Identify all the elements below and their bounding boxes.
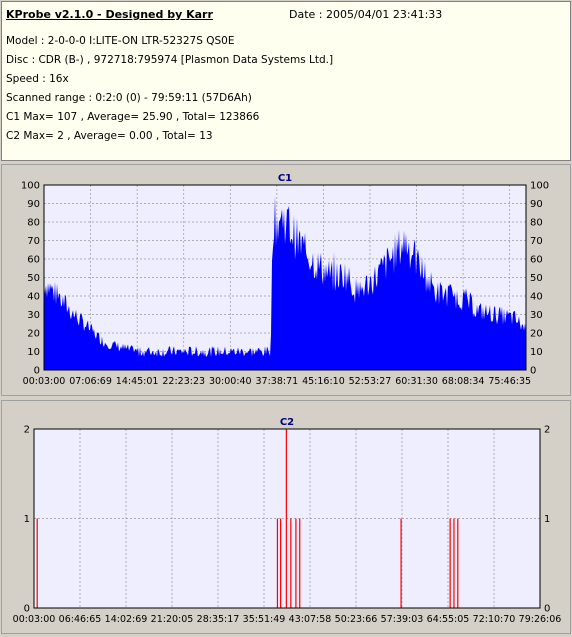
- y-tick-label-right: 40: [530, 292, 543, 303]
- x-tick-label: 21:20:05: [151, 614, 194, 625]
- x-tick-label: 60:31:30: [395, 376, 438, 387]
- y-tick-label-right: 70: [530, 236, 543, 247]
- c1-series-area: [44, 195, 526, 370]
- x-tick-label: 35:51:49: [243, 614, 286, 625]
- app-title: KProbe v2.1.0 - Designed by Karr: [6, 8, 213, 21]
- y-tick-label-right: 2: [544, 425, 550, 436]
- c1-summary: C1 Max= 107 , Average= 25.90 , Total= 12…: [6, 111, 260, 123]
- y-tick-label-right: 60: [530, 255, 543, 266]
- x-tick-label: 07:06:69: [69, 376, 112, 387]
- y-tick-label-left: 1: [24, 514, 30, 525]
- plot-border: [43, 184, 527, 371]
- c2-chart: C2 0 0 1 1 2 2 00:03:00 06:46:65 14:02:69 21:20:05…: [13, 417, 562, 625]
- x-tick-label: 06:46:65: [59, 614, 102, 625]
- x-tick-label: 50:23:66: [335, 614, 378, 625]
- y-tick-label-right: 90: [530, 199, 543, 210]
- y-tick-label-left: 20: [27, 329, 40, 340]
- c2-chart-panel: C2 0 0 1 1 2 2 00:03:00 06:46:65 14:02:69 21:20:05…: [1, 400, 571, 634]
- y-tick-label-right: 0: [530, 366, 536, 377]
- y-tick-label-right: 30: [530, 310, 543, 321]
- x-tick-label: 14:02:69: [105, 614, 148, 625]
- x-tick-label: 64:55:05: [427, 614, 470, 625]
- x-tick-label: 52:53:27: [349, 376, 392, 387]
- x-tick-label: 28:35:17: [197, 614, 240, 625]
- x-tick-label: 75:46:35: [488, 376, 531, 387]
- chart-title: C2: [280, 417, 294, 428]
- y-tick-label-left: 0: [34, 366, 40, 377]
- scan-speed: Speed : 16x: [6, 73, 69, 85]
- x-tick-label: 72:10:70: [473, 614, 516, 625]
- y-tick-label-right: 100: [530, 181, 549, 192]
- y-tick-label-left: 30: [27, 310, 40, 321]
- drive-model: Model : 2-0-0-0 I:LITE-ON LTR-52327S QS0…: [6, 35, 235, 47]
- y-tick-label-right: 20: [530, 329, 543, 340]
- x-tick-label: 30:00:40: [209, 376, 252, 387]
- y-tick-label-left: 2: [24, 425, 30, 436]
- chart-title: C1: [278, 173, 292, 184]
- x-tick-label: 68:08:34: [442, 376, 485, 387]
- x-tick-label: 22:23:23: [162, 376, 205, 387]
- c1-chart: C1 0 0 10 10 20 20 30 30 40 40 50 50 60 60 70 70 80 80 90 90…: [21, 173, 549, 387]
- y-tick-label-right: 80: [530, 218, 543, 229]
- c2-summary: C2 Max= 2 , Average= 0.00 , Total= 13: [6, 130, 213, 142]
- y-tick-label-left: 80: [27, 218, 40, 229]
- y-tick-label-left: 40: [27, 292, 40, 303]
- y-tick-label-left: 70: [27, 236, 40, 247]
- x-tick-label: 37:38:71: [256, 376, 299, 387]
- x-tick-label: 45:16:10: [302, 376, 345, 387]
- c1-chart-panel: C1 0 0 10 10 20 20 30 30 40 40 50 50 60 60 70 70 80 80 90 90…: [1, 164, 571, 396]
- y-tick-label-right: 0: [544, 604, 550, 615]
- plot-border: [33, 428, 541, 609]
- y-tick-label-right: 10: [530, 347, 543, 358]
- x-tick-label: 79:26:06: [519, 614, 562, 625]
- disc-info-panel: KProbe v2.1.0 - Designed by Karr Date : …: [1, 1, 571, 161]
- y-tick-label-left: 100: [21, 181, 40, 192]
- x-tick-label: 14:45:01: [116, 376, 159, 387]
- x-tick-label: 43:07:58: [289, 614, 332, 625]
- y-tick-label-left: 60: [27, 255, 40, 266]
- y-tick-label-left: 0: [24, 604, 30, 615]
- y-tick-label-right: 50: [530, 273, 543, 284]
- y-tick-label-left: 10: [27, 347, 40, 358]
- x-tick-label: 00:03:00: [23, 376, 66, 387]
- y-tick-label-right: 1: [544, 514, 550, 525]
- scan-date: Date : 2005/04/01 23:41:33: [289, 8, 443, 21]
- x-tick-label: 57:39:03: [381, 614, 424, 625]
- scanned-range: Scanned range : 0:2:0 (0) - 79:59:11 (57…: [6, 92, 252, 104]
- y-tick-label-left: 90: [27, 199, 40, 210]
- y-tick-label-left: 50: [27, 273, 40, 284]
- x-tick-label: 00:03:00: [13, 614, 56, 625]
- disc-type: Disc : CDR (B-) , 972718:795974 [Plasmon…: [6, 54, 334, 66]
